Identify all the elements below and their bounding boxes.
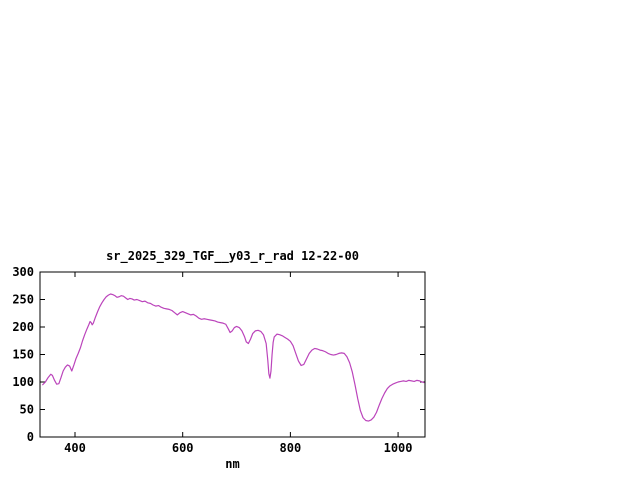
x-tick-label: 800 [280,441,302,455]
plot-frame [39,271,426,438]
y-tick-label: 50 [20,403,34,417]
y-tick-label: 200 [12,320,34,334]
x-axis-label: nm [225,457,240,471]
y-tick-label: 150 [12,348,34,362]
x-tick-label: 600 [172,441,194,455]
chart-title: sr_2025_329_TGF__y03_r_rad 12-22-00 [106,249,359,263]
y-tick-label: 100 [12,375,34,389]
y-tick-label: 300 [12,265,34,279]
x-tick-label: 1000 [384,441,413,455]
x-tick-label: 400 [64,441,86,455]
y-tick-label: 250 [12,293,34,307]
spectrum-curve [42,293,425,422]
y-tick-label: 0 [27,430,34,444]
